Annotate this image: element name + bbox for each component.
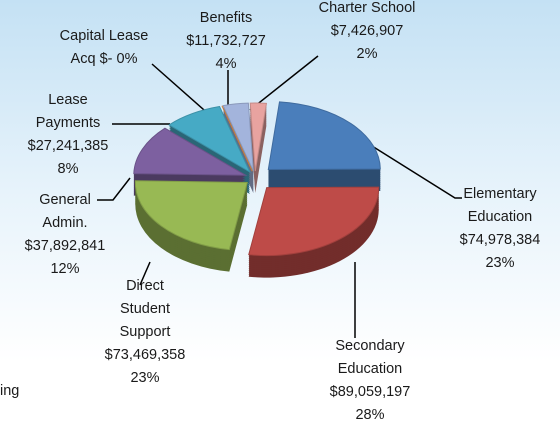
slice xyxy=(248,186,380,278)
slice-top xyxy=(134,180,248,251)
slice-top xyxy=(267,101,381,171)
value-label: $89,059,197 xyxy=(329,384,411,400)
slice-top xyxy=(222,102,254,172)
percent-label: 23% xyxy=(485,255,515,271)
data-label: Lease Payments $27,241,385 8% xyxy=(23,89,113,181)
data-label: Capital Lease Acq $- 0% xyxy=(47,25,162,71)
percent-label: 0% xyxy=(116,51,138,67)
percent-label: 23% xyxy=(130,370,160,386)
data-label: Benefits $11,732,727 4% xyxy=(171,7,281,76)
category-label: Charter School xyxy=(318,0,416,16)
slice-top xyxy=(133,127,248,176)
data-label: Elementary Education $74,978,384 23% xyxy=(445,183,555,275)
percent-label: 2% xyxy=(356,46,378,62)
category-label: Elementary Education xyxy=(463,186,537,225)
category-label: Capital Lease Acq xyxy=(59,28,149,67)
slice xyxy=(267,101,381,192)
percent-label: 8% xyxy=(57,161,79,177)
slice xyxy=(249,102,268,194)
value-label: $11,732,727 xyxy=(186,33,266,49)
value-label: $- xyxy=(99,51,113,67)
value-label: $74,978,384 xyxy=(459,232,541,248)
percent-label: 12% xyxy=(50,261,80,277)
slice-side xyxy=(221,109,253,176)
category-label: Benefits xyxy=(199,10,253,26)
value-label: $7,426,907 xyxy=(330,23,404,39)
leader-line xyxy=(139,261,151,286)
category-label: General Admin. xyxy=(39,192,91,231)
data-label: Direct Student Support $73,469,358 23% xyxy=(100,275,190,390)
category-label: Lease Payments xyxy=(35,92,101,131)
category-label: Secondary Education xyxy=(335,338,405,377)
category-label: Direct Student Support xyxy=(119,278,171,340)
leader-line xyxy=(97,177,131,201)
leader-line xyxy=(249,55,319,111)
value-label: $37,892,841 xyxy=(24,238,106,254)
value-label: $27,241,385 xyxy=(27,138,109,154)
slice-top xyxy=(248,186,380,257)
slice-top xyxy=(249,102,268,172)
percent-label: 4% xyxy=(215,56,237,72)
slice-top xyxy=(168,105,251,174)
data-label: Charter School $7,426,907 2% xyxy=(312,0,422,66)
slice-top xyxy=(221,105,253,172)
slice-side xyxy=(221,107,253,174)
slice xyxy=(134,180,248,272)
percent-label: 28% xyxy=(355,407,385,423)
cut-text: ing xyxy=(0,383,20,399)
slice xyxy=(133,127,248,198)
data-label: General Admin. $37,892,841 12% xyxy=(20,189,110,281)
leader-line xyxy=(339,125,462,199)
value-label: $73,469,358 xyxy=(104,347,186,363)
data-label: Secondary Education $89,059,197 28% xyxy=(315,335,425,426)
